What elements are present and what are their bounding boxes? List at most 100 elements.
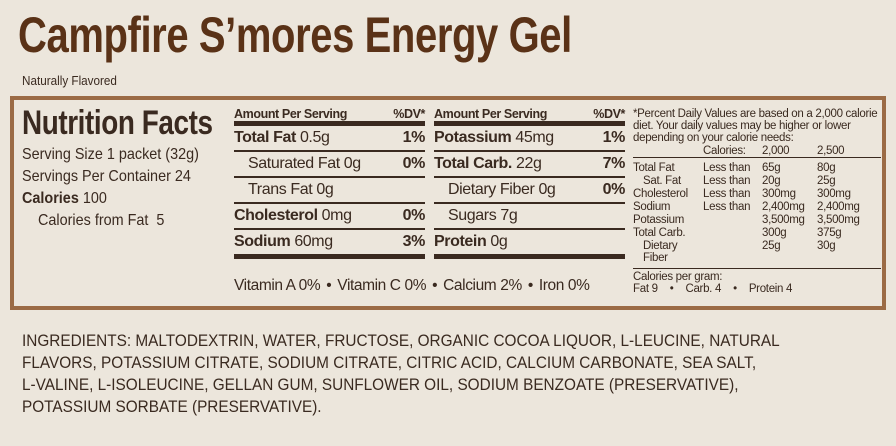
nutrient-column: Amount Per Serving %DV* Potassium 45mg 1% To… <box>434 108 625 259</box>
nutrient-amount: 0g <box>490 233 508 250</box>
nutrient: Sodium 60mg <box>234 233 333 251</box>
nutrient-amount: 45mg <box>515 129 554 146</box>
table-cell: 25g <box>817 175 836 187</box>
nutrient-label: Saturated Fat <box>248 155 340 172</box>
empty-cell <box>703 214 762 226</box>
table-cell: Sodium <box>633 201 671 213</box>
table-cell: 300g <box>762 227 787 239</box>
nutrient-row: Cholesterol 0mg 0% <box>234 204 425 230</box>
nutrient-amount: 0.5g <box>299 129 330 146</box>
nutrient: Sugars 7g <box>448 207 518 225</box>
nutrient-row: Dietary Fiber 0g 0% <box>434 178 625 204</box>
dv-header: %DV* <box>393 107 425 121</box>
per-gram-value: Fat 9 <box>633 283 658 295</box>
column-header: Amount Per Serving %DV* <box>234 108 425 126</box>
table-cell: Total Carb. <box>633 227 686 239</box>
calories-label: Calories <box>22 190 79 207</box>
nutrient-dv: 3% <box>402 233 426 250</box>
empty-cell <box>703 227 762 239</box>
nutrient: Cholesterol 0mg <box>234 207 352 225</box>
table-cell: 300mg <box>817 188 851 200</box>
nutrient-dv: 7% <box>602 155 626 172</box>
product-subtitle: Naturally Flavored <box>22 73 117 88</box>
ingredients-line: POTASSIUM SORBATE (PRESERVATIVE). <box>22 398 322 416</box>
nutrient: Total Fat 0.5g <box>234 129 330 147</box>
ingredients: INGREDIENTS: MALTODEXTRIN, WATER, FRUCTO… <box>22 330 780 418</box>
nutrient-dv: 0% <box>402 207 426 224</box>
product-title: Campfire S’mores Energy Gel <box>18 7 572 63</box>
empty-cell <box>703 240 762 264</box>
bullet: • <box>733 283 737 295</box>
nutrient-amount: 0mg <box>321 207 352 224</box>
nutrient-dv: 1% <box>602 129 626 146</box>
nutrient-row: Sodium 60mg 3% <box>234 230 425 259</box>
nutrient-amount: 22g <box>516 155 542 172</box>
table-cell: 25g <box>762 240 781 252</box>
per-gram: Calories per gram: Fat 9 • Carb. 4 • Protein… <box>633 268 881 295</box>
dv-header: %DV* <box>593 107 625 121</box>
table-cell: 2,400mg <box>817 201 860 213</box>
nutrient-row: Protein 0g <box>434 230 625 259</box>
amount-header: Amount Per Serving <box>434 107 547 121</box>
vitamin: Iron 0% <box>538 277 590 294</box>
nutrient-label: Sodium <box>234 233 291 250</box>
table-row: Sat. Fat Less than 20g 25g <box>633 175 881 187</box>
nutrient-label: Cholesterol <box>234 207 318 224</box>
nutrient-label: Potassium <box>434 129 512 146</box>
nutrient-amount: 0g <box>343 155 361 172</box>
table-row: Potassium 3,500mg 3,500mg <box>633 214 881 226</box>
facts-heading: Nutrition Facts <box>22 104 213 142</box>
per-gram-value: Carb. 4 <box>685 283 722 295</box>
table-header-cell: Calories: <box>703 145 746 157</box>
nutrient-row: Total Carb. 22g 7% <box>434 152 625 178</box>
nutrient-amount: 0g <box>316 181 334 198</box>
per-gram-label: Calories per gram: <box>633 271 723 283</box>
per-gram-values: Fat 9 • Carb. 4 • Protein 4 <box>633 283 881 295</box>
calories-value: 100 <box>82 190 107 207</box>
table-cell: Less than <box>703 201 751 213</box>
footnote-table-header: Calories: 2,000 2,500 <box>633 145 881 158</box>
nutrient-dv: 1% <box>402 129 426 146</box>
bullet: • <box>326 277 332 294</box>
table-header-cell: 2,000 <box>762 145 790 157</box>
nutrient: Trans Fat 0g <box>248 181 334 199</box>
nutrition-box <box>10 96 886 310</box>
vitamin: Vitamin C 0% <box>337 277 427 294</box>
nutrient-label: Protein <box>434 233 487 250</box>
nutrient: Potassium 45mg <box>434 129 554 147</box>
table-cell: 20g <box>762 175 781 187</box>
nutrient: Protein 0g <box>434 233 508 251</box>
nutrient-label: Dietary Fiber <box>448 181 535 198</box>
table-cell: 3,500mg <box>762 214 805 226</box>
ingredients-line: FLAVORS, POTASSIUM CITRATE, SODIUM CITRA… <box>22 354 757 372</box>
nutrient-amount: 0g <box>538 181 556 198</box>
per-gram-value: Protein 4 <box>748 283 793 295</box>
nutrient: Total Carb. 22g <box>434 155 542 173</box>
nutrient-dv: 0% <box>602 181 626 198</box>
table-cell: Cholesterol <box>633 188 688 200</box>
nutrient-column: Amount Per Serving %DV* Total Fat 0.5g 1% Sa… <box>234 108 425 259</box>
table-row: Sodium Less than 2,400mg 2,400mg <box>633 201 881 213</box>
ingredients-line: L-VALINE, L-ISOLEUCINE, GELLAN GUM, SUNF… <box>22 376 739 394</box>
table-header-cell: 2,500 <box>817 145 845 157</box>
nutrient-row: Total Fat 0.5g 1% <box>234 126 425 152</box>
table-row: Total Carb. 300g 375g <box>633 227 881 239</box>
nutrient-dv: 0% <box>402 155 426 172</box>
nutrient: Dietary Fiber 0g <box>448 181 556 199</box>
bullet: • <box>669 283 674 295</box>
servings-per-container: Servings Per Container 24 <box>22 168 191 185</box>
amount-header: Amount Per Serving <box>234 107 347 121</box>
table-cell: 30g <box>817 240 836 252</box>
nutrient-label: Sugars <box>448 207 497 224</box>
nutrient-label: Total Fat <box>234 129 296 146</box>
table-cell: 80g <box>817 162 836 174</box>
calories: Calories 100 <box>22 190 107 208</box>
table-cell: 375g <box>817 227 842 239</box>
table-cell: Dietary Fiber <box>643 240 678 264</box>
nutrient-amount: 60mg <box>294 233 333 250</box>
table-cell: Less than <box>703 162 751 174</box>
ingredients-line: INGREDIENTS: MALTODEXTRIN, WATER, FRUCTO… <box>22 332 780 350</box>
vitamin: Calcium 2% <box>443 277 522 294</box>
